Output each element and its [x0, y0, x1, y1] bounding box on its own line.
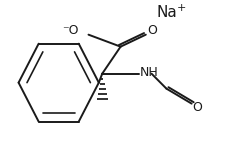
- Text: O: O: [147, 24, 157, 37]
- Text: +: +: [176, 3, 185, 13]
- Text: ⁻O: ⁻O: [62, 24, 78, 37]
- Text: NH: NH: [140, 66, 158, 79]
- Text: O: O: [191, 101, 201, 114]
- Text: Na: Na: [155, 5, 176, 20]
